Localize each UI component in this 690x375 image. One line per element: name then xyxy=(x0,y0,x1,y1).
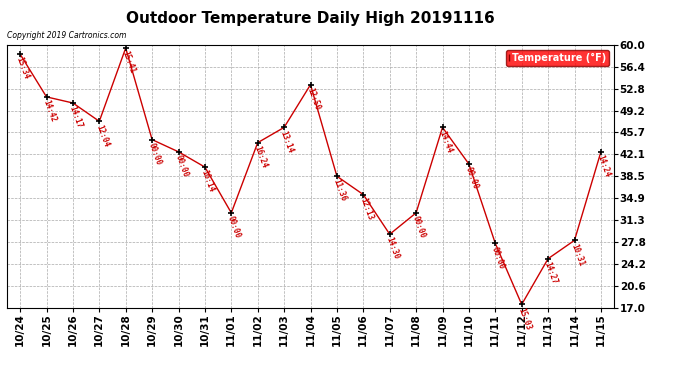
Text: 13:14: 13:14 xyxy=(279,129,295,154)
Text: 12:50: 12:50 xyxy=(305,87,322,111)
Text: 00:00: 00:00 xyxy=(173,154,190,178)
Text: 00:00: 00:00 xyxy=(464,166,480,190)
Text: 15:34: 15:34 xyxy=(14,56,31,81)
Text: 16:24: 16:24 xyxy=(253,144,269,170)
Text: 14:30: 14:30 xyxy=(384,236,401,261)
Text: 14:27: 14:27 xyxy=(543,261,559,285)
Text: 14:17: 14:17 xyxy=(68,105,84,130)
Text: 00:00: 00:00 xyxy=(147,141,163,166)
Text: 10:31: 10:31 xyxy=(569,242,586,267)
Text: 15:03: 15:03 xyxy=(516,306,533,331)
Text: Outdoor Temperature Daily High 20191116: Outdoor Temperature Daily High 20191116 xyxy=(126,11,495,26)
Text: 15:41: 15:41 xyxy=(121,50,137,75)
Text: 12:04: 12:04 xyxy=(94,123,110,148)
Text: 14:24: 14:24 xyxy=(595,154,612,178)
Text: 14:42: 14:42 xyxy=(41,99,57,123)
Text: 14:44: 14:44 xyxy=(437,129,453,154)
Text: 00:00: 00:00 xyxy=(490,245,506,270)
Text: 16:14: 16:14 xyxy=(199,169,216,194)
Text: 00:00: 00:00 xyxy=(411,215,427,240)
Text: 12:13: 12:13 xyxy=(358,196,375,221)
Text: 00:00: 00:00 xyxy=(226,215,242,240)
Text: Copyright 2019 Cartronics.com: Copyright 2019 Cartronics.com xyxy=(7,31,126,40)
Text: 11:36: 11:36 xyxy=(332,178,348,203)
Legend: Temperature (°F): Temperature (°F) xyxy=(506,50,609,66)
